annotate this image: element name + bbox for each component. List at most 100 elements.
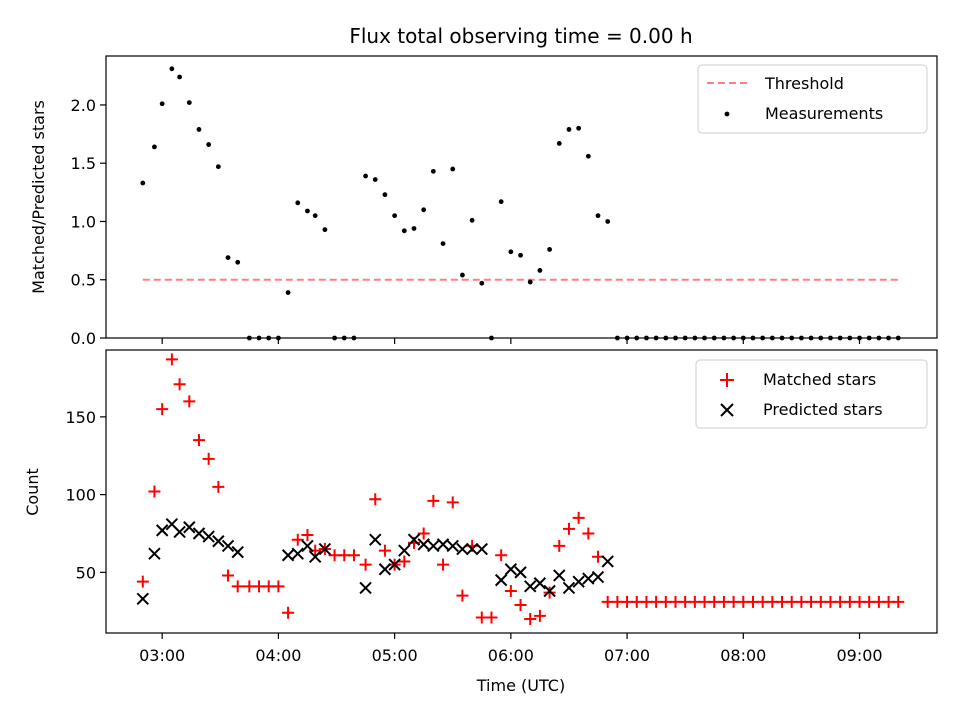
measurement-point	[585, 153, 591, 159]
bottom-x-tick-label: 04:00	[255, 646, 301, 665]
predicted-star-point	[582, 572, 595, 585]
measurement-point	[305, 208, 310, 214]
measurement-point	[177, 74, 183, 80]
measurement-point	[537, 268, 543, 273]
bottom-x-tick-label: 08:00	[720, 646, 766, 665]
chart-title: Flux total observing time = 0.00 h	[349, 24, 692, 48]
predicted-star-point	[308, 550, 322, 564]
top-y-tick-label: 0.5	[71, 271, 96, 290]
measurement-point	[440, 241, 446, 247]
measurement-point	[566, 127, 572, 132]
top-y-tick-label: 0.0	[71, 329, 96, 348]
predicted-star-point	[202, 530, 215, 543]
predicted-star-point	[183, 521, 196, 534]
predicted-star-point	[504, 563, 518, 576]
matched-star-point	[562, 522, 575, 535]
bottom-x-tick-label: 07:00	[604, 646, 650, 665]
legend-predicted-stars: Predicted stars	[763, 400, 883, 419]
predicted-star-point	[318, 542, 332, 556]
predicted-star-point	[155, 524, 169, 537]
matched-star-point	[572, 511, 585, 524]
legend-threshold: Threshold	[764, 74, 844, 93]
predicted-star-point	[514, 566, 527, 579]
matched-star-point	[892, 595, 905, 608]
bottom-x-tick-label: 05:00	[372, 646, 418, 665]
matched-star-point	[485, 611, 498, 624]
measurement-point	[556, 140, 562, 146]
legend-matched-stars: Matched stars	[763, 370, 876, 389]
measurement-point	[518, 252, 523, 258]
predicted-star-point	[456, 542, 469, 556]
measurement-point	[595, 213, 601, 219]
matched-star-point	[398, 555, 411, 568]
measurement-point	[372, 177, 378, 182]
predicted-star-point	[359, 581, 372, 595]
measurement-point	[186, 100, 192, 106]
bottom-legend-box	[695, 359, 928, 429]
predicted-star-point	[301, 539, 314, 553]
measurement-point	[312, 213, 318, 219]
measurement-point	[547, 247, 552, 252]
measurement-point	[460, 272, 465, 278]
predicted-star-point	[524, 580, 537, 593]
matched-star-point	[359, 558, 372, 571]
measurement-point	[450, 166, 456, 172]
measurement-point	[206, 142, 212, 147]
predicted-legend-swatch	[720, 403, 734, 417]
predicted-star-point	[192, 527, 206, 540]
matched-star-point	[446, 496, 459, 509]
bottom-y-tick-label: 150	[65, 408, 96, 427]
measurement-point	[322, 227, 328, 233]
bottom-y-tick-label: 50	[76, 563, 96, 582]
top-legend: Threshold Measurements	[697, 64, 928, 134]
measurement-point	[401, 228, 407, 234]
matched-star-point	[533, 609, 546, 622]
predicted-star-point	[212, 535, 225, 548]
predicted-star-point	[591, 570, 605, 584]
matched-star-point	[378, 544, 391, 557]
matched-star-point	[136, 575, 149, 588]
matched-star-point	[282, 606, 295, 619]
predicted-star-point	[562, 581, 576, 595]
measurement-point	[196, 127, 202, 132]
matched-star-point	[347, 549, 360, 562]
measurement-point	[169, 66, 175, 72]
predicted-star-point	[388, 558, 401, 571]
top-plot-frame	[105, 55, 938, 339]
predicted-star-point	[369, 533, 382, 546]
measurement-point	[215, 164, 221, 170]
matched-star-point	[222, 569, 235, 582]
matched-star-point	[231, 580, 244, 593]
predicted-star-point	[148, 547, 161, 560]
measurement-point	[140, 180, 146, 186]
top-y-tick-label: 1.5	[71, 154, 96, 173]
predicted-star-point	[398, 544, 411, 557]
matched-star-point	[192, 434, 205, 447]
top-legend-box	[697, 64, 928, 134]
matched-star-point	[543, 586, 556, 599]
matched-star-point	[291, 533, 304, 546]
bottom-x-axis-label: Time (UTC)	[476, 676, 565, 695]
measurement-point	[159, 101, 165, 107]
matched-star-point	[553, 539, 566, 552]
predicted-star-point	[553, 569, 566, 582]
matched-star-point	[183, 395, 196, 408]
measurement-point	[430, 168, 436, 174]
predicted-star-point	[136, 592, 150, 605]
matched-star-point	[437, 558, 450, 571]
bottom-x-tick-label: 03:00	[139, 646, 185, 665]
matched-star-point	[301, 529, 314, 542]
predicted-star-point	[291, 547, 304, 560]
matched-star-point	[165, 353, 178, 366]
matched-star-point	[173, 378, 186, 391]
measurement-point	[576, 125, 582, 131]
predicted-star-point	[533, 577, 547, 590]
bottom-x-axis: 03:00 04:00 05:00 06:00 07:00 08:00 09:00	[139, 633, 883, 665]
matched-star-point	[582, 527, 595, 540]
matched-star-point	[202, 452, 215, 465]
predicted-star-point	[465, 542, 479, 556]
top-subplot: 0.00.51.01.52.0 Matched/Predicted stars …	[29, 55, 938, 348]
measurement-point	[469, 217, 475, 223]
matched-star-point	[456, 589, 469, 602]
